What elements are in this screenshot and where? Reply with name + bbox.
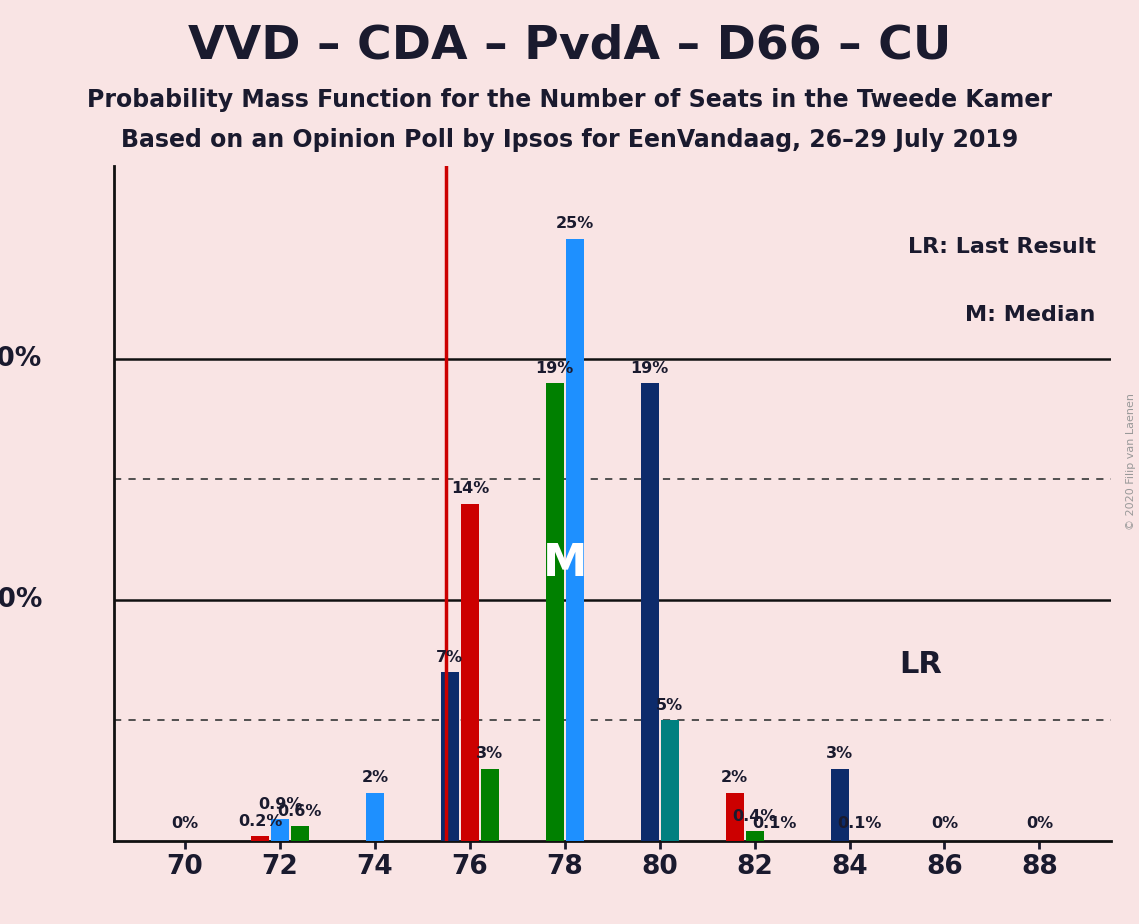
Bar <box>366 793 384 841</box>
Bar <box>746 832 763 841</box>
Text: 25%: 25% <box>556 216 593 231</box>
Bar <box>481 769 499 841</box>
Bar <box>271 820 289 841</box>
Text: Probability Mass Function for the Number of Seats in the Tweede Kamer: Probability Mass Function for the Number… <box>87 88 1052 112</box>
Text: 0.9%: 0.9% <box>257 796 302 812</box>
Text: 0%: 0% <box>1026 816 1052 832</box>
Bar <box>461 504 478 841</box>
Bar <box>640 383 658 841</box>
Text: 10%: 10% <box>0 587 42 613</box>
Text: VVD – CDA – PvdA – D66 – CU: VVD – CDA – PvdA – D66 – CU <box>188 23 951 68</box>
Text: 0.2%: 0.2% <box>238 814 282 829</box>
Text: 7%: 7% <box>436 650 464 665</box>
Text: LR: Last Result: LR: Last Result <box>908 237 1096 257</box>
Bar <box>251 836 269 841</box>
Text: 0%: 0% <box>172 816 198 832</box>
Text: 0.6%: 0.6% <box>278 804 322 820</box>
Text: 19%: 19% <box>631 361 669 376</box>
Text: 2%: 2% <box>361 771 388 785</box>
Text: LR: LR <box>900 650 942 679</box>
Bar <box>661 721 679 841</box>
Text: Based on an Opinion Poll by Ipsos for EenVandaag, 26–29 July 2019: Based on an Opinion Poll by Ipsos for Ee… <box>121 128 1018 152</box>
Text: 5%: 5% <box>656 699 683 713</box>
Text: 2%: 2% <box>721 771 748 785</box>
Text: 20%: 20% <box>0 346 42 372</box>
Bar <box>566 238 583 841</box>
Bar <box>441 673 459 841</box>
Text: M: M <box>542 542 587 585</box>
Text: 14%: 14% <box>451 481 489 496</box>
Text: 0.4%: 0.4% <box>732 809 777 824</box>
Text: 19%: 19% <box>535 361 574 376</box>
Bar <box>726 793 744 841</box>
Bar <box>830 769 849 841</box>
Text: 0%: 0% <box>931 816 958 832</box>
Text: © 2020 Filip van Laenen: © 2020 Filip van Laenen <box>1126 394 1136 530</box>
Text: 3%: 3% <box>476 747 503 761</box>
Text: 0.1%: 0.1% <box>753 816 796 832</box>
Text: 0.1%: 0.1% <box>837 816 882 832</box>
Bar <box>290 826 309 841</box>
Text: M: Median: M: Median <box>965 305 1096 324</box>
Text: 3%: 3% <box>826 747 853 761</box>
Bar <box>546 383 564 841</box>
